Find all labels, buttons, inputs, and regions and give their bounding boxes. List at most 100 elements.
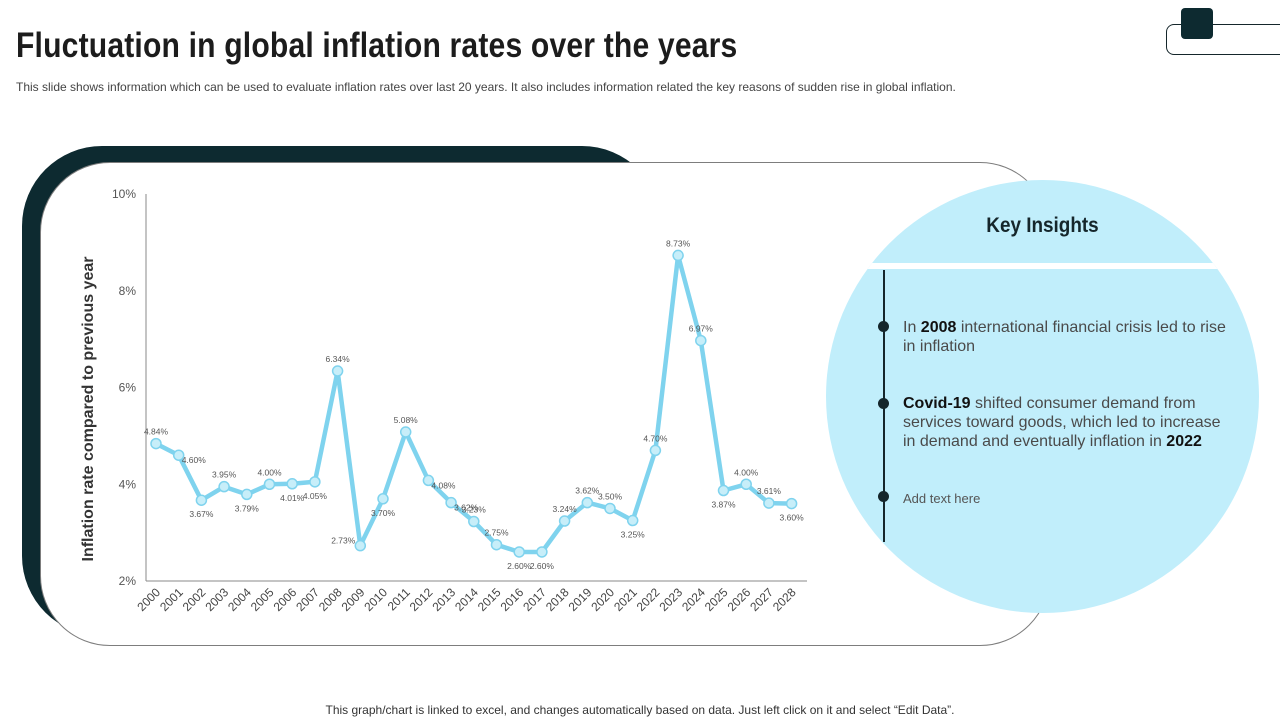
data-label: 3.62%	[575, 486, 600, 496]
key-insights-panel: Key Insights	[826, 180, 1259, 613]
data-label: 3.79%	[235, 503, 260, 513]
data-point-marker	[740, 478, 752, 490]
insight-item-placeholder[interactable]: Add text here	[903, 491, 981, 506]
x-tick-label: 2011	[385, 585, 413, 613]
data-point-marker	[150, 437, 162, 450]
y-axis-title: Inflation rate compared to previous year	[80, 257, 97, 562]
x-tick-label: 2010	[361, 585, 390, 614]
x-tick-label: 2024	[679, 585, 708, 614]
y-tick-label: 10%	[112, 187, 136, 201]
footer-note: This graph/chart is linked to excel, and…	[325, 703, 955, 717]
data-point-marker	[468, 515, 480, 528]
x-tick-label: 2014	[452, 585, 481, 614]
data-label: 4.08%	[431, 480, 456, 490]
x-tick-label: 2018	[543, 585, 572, 614]
x-tick-label: 2012	[407, 585, 436, 614]
data-point-marker	[490, 538, 503, 551]
data-point-marker	[626, 514, 639, 527]
x-tick-label: 2002	[180, 585, 209, 614]
data-label: 3.87%	[711, 500, 736, 510]
data-label: 3.60%	[780, 513, 805, 523]
data-label: 4.60%	[182, 455, 207, 465]
x-tick-label: 2013	[429, 585, 458, 614]
data-point-marker	[785, 497, 798, 510]
page-title: Fluctuation in global inflation rates ov…	[16, 26, 738, 65]
insight-1-text-post: international financial crisis led to ri…	[903, 319, 1226, 355]
data-point-marker	[672, 249, 684, 262]
x-tick-label: 2022	[634, 585, 663, 614]
data-point-marker	[717, 484, 730, 497]
x-tick-label: 2019	[566, 585, 595, 614]
data-point-marker	[309, 476, 321, 488]
x-tick-label: 2003	[202, 585, 231, 614]
data-label: 2.60%	[530, 561, 555, 571]
data-label: 2.73%	[331, 536, 356, 546]
x-tick-label: 2028	[770, 585, 799, 614]
data-point-marker	[399, 426, 412, 438]
x-tick-label: 2005	[248, 585, 277, 614]
data-label: 3.50%	[598, 491, 623, 501]
data-point-marker	[513, 546, 525, 558]
x-tick-label: 2001	[157, 585, 186, 614]
data-label: 6.97%	[689, 324, 714, 334]
data-label: 3.23%	[462, 504, 487, 514]
data-point-marker	[286, 478, 298, 490]
data-label: 2.60%	[507, 561, 532, 571]
data-label: 2.75%	[484, 528, 509, 538]
bullet-dot-icon	[878, 398, 889, 409]
x-tick-label: 2006	[271, 585, 300, 614]
x-tick-label: 2025	[702, 585, 731, 614]
x-tick-label: 2023	[656, 585, 685, 614]
x-tick-label: 2027	[747, 585, 776, 614]
data-label: 3.25%	[621, 530, 646, 540]
x-tick-label: 2000	[134, 585, 163, 614]
bullet-dot-icon	[878, 491, 889, 502]
data-point-marker	[331, 365, 344, 377]
data-point-marker	[218, 480, 230, 493]
insight-2-keyword: Covid-19	[903, 395, 971, 412]
data-point-marker	[377, 493, 389, 505]
data-point-marker	[581, 496, 594, 509]
data-point-marker	[422, 474, 435, 487]
data-point-marker	[536, 546, 548, 558]
x-tick-label: 2004	[225, 585, 254, 614]
data-label: 4.05%	[303, 491, 328, 501]
x-tick-label: 2015	[475, 585, 504, 614]
data-label: 4.00%	[734, 467, 759, 477]
x-tick-label: 2007	[293, 585, 322, 614]
insight-2-year: 2022	[1166, 433, 1202, 450]
data-label: 4.01%	[280, 493, 305, 503]
data-point-marker	[763, 497, 775, 509]
data-point-marker	[604, 502, 616, 515]
x-tick-label: 2016	[498, 585, 527, 614]
data-label: 4.70%	[643, 433, 668, 443]
x-tick-label: 2008	[316, 585, 345, 614]
data-label: 5.08%	[394, 415, 419, 425]
key-insights-title: Key Insights	[986, 214, 1099, 237]
data-label: 3.67%	[189, 509, 214, 519]
data-point-marker	[649, 444, 662, 457]
data-point-marker	[558, 515, 571, 527]
data-point-marker	[172, 449, 185, 461]
insight-2-text: shifted consumer demand from services to…	[903, 395, 1221, 450]
insight-1-year: 2008	[920, 319, 957, 336]
data-label: 6.34%	[326, 354, 351, 364]
x-tick-label: 2021	[611, 585, 640, 614]
data-label: 8.73%	[666, 238, 691, 248]
x-tick-label: 2020	[588, 585, 617, 614]
data-label: 4.84%	[144, 427, 169, 437]
key-insights-divider	[826, 263, 1259, 269]
data-label: 4.00%	[257, 467, 282, 477]
data-point-marker	[695, 334, 707, 347]
data-label: 3.70%	[371, 508, 396, 518]
insight-item-2008: In 2008 international financial crisis l…	[903, 318, 1233, 356]
data-point-marker	[354, 539, 367, 552]
y-tick-label: 2%	[119, 574, 137, 588]
insight-item-covid: Covid-19 shifted consumer demand from se…	[903, 394, 1233, 451]
x-tick-label: 2026	[725, 585, 754, 614]
y-tick-label: 4%	[119, 477, 137, 491]
data-label: 3.62%	[454, 503, 479, 513]
data-point-marker	[445, 496, 457, 509]
y-tick-label: 6%	[119, 381, 137, 395]
